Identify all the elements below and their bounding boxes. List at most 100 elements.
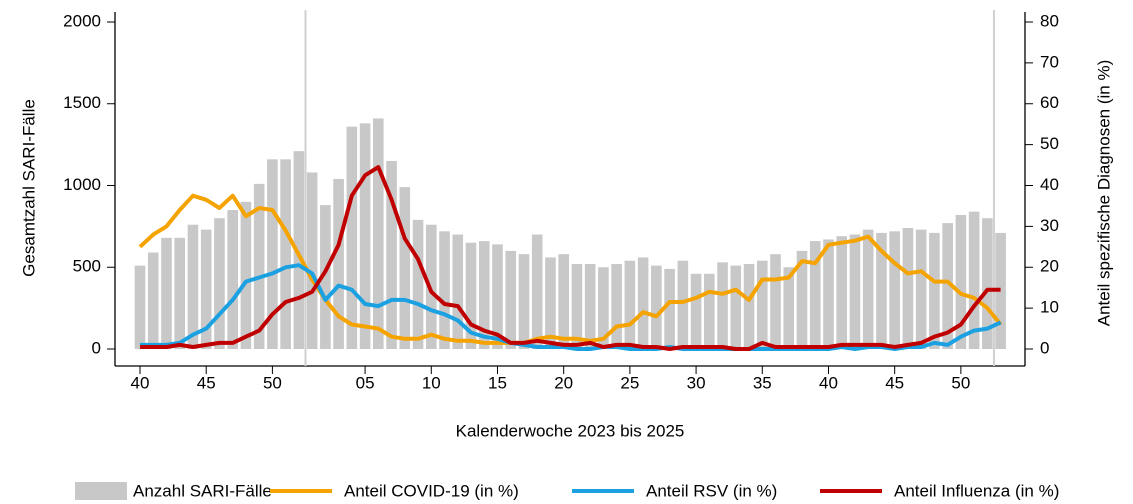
x-tick-label: 50	[263, 373, 282, 392]
legend-label: Anteil COVID-19 (in %)	[344, 481, 519, 500]
bar	[359, 123, 371, 350]
bar	[333, 178, 344, 349]
bar	[849, 234, 861, 349]
bar	[704, 273, 715, 349]
x-tick-label: 10	[422, 373, 441, 392]
bar	[783, 267, 795, 349]
y2-axis-title: Anteil spezifische Diagnosen (in %)	[1094, 60, 1113, 326]
bar	[598, 267, 609, 349]
bar	[161, 237, 172, 349]
x-tick-label: 15	[488, 373, 507, 392]
legend-label: Anteil RSV (in %)	[646, 481, 777, 500]
x-tick-label: 45	[197, 373, 216, 392]
bar	[134, 265, 146, 349]
bar	[214, 218, 225, 349]
bar	[412, 219, 424, 349]
bar	[293, 151, 305, 349]
x-tick-label: 40	[131, 373, 150, 392]
bar	[929, 232, 940, 349]
bar	[651, 265, 662, 349]
legend-swatch	[75, 482, 127, 500]
x-tick-label: 40	[819, 373, 838, 392]
bar	[465, 242, 477, 349]
bar	[584, 263, 596, 349]
bar	[571, 263, 583, 349]
bar	[227, 210, 238, 349]
y2-tick-label: 0	[1040, 338, 1049, 357]
bar	[690, 273, 702, 349]
y-tick-label: 2000	[63, 11, 101, 30]
bar	[823, 239, 834, 349]
bar	[320, 205, 331, 349]
bar	[942, 223, 953, 349]
bar	[677, 260, 689, 349]
bar	[915, 229, 927, 349]
bar	[386, 160, 397, 349]
bar	[280, 159, 291, 349]
bar	[664, 268, 675, 349]
bar	[267, 159, 278, 349]
bar	[174, 237, 186, 349]
bar	[558, 254, 569, 349]
bar	[492, 244, 503, 349]
y-tick-label: 1000	[63, 175, 101, 194]
bar	[730, 265, 742, 349]
bar	[147, 252, 159, 349]
line-series	[138, 193, 1003, 345]
bar	[624, 260, 636, 349]
bar	[505, 250, 517, 349]
bar	[770, 254, 781, 349]
bar	[876, 232, 887, 349]
x-axis-title: Kalenderwoche 2023 bis 2025	[456, 421, 685, 440]
legend-label: Anteil Influenza (in %)	[894, 481, 1059, 500]
bar	[809, 241, 821, 349]
x-tick-label: 35	[753, 373, 772, 392]
bar	[756, 260, 768, 349]
line-series	[140, 165, 1001, 351]
bar	[518, 254, 530, 349]
y-axis-title: Gesamtzahl SARI-Fälle	[19, 99, 38, 277]
y-tick-label: 500	[73, 257, 101, 276]
bar	[796, 250, 808, 349]
bar	[346, 126, 358, 349]
bar	[637, 257, 649, 349]
bar	[955, 214, 967, 349]
y2-tick-label: 10	[1040, 298, 1059, 317]
bar	[717, 262, 728, 349]
bar	[187, 224, 199, 349]
y-tick-label: 0	[92, 338, 101, 357]
x-tick-label: 05	[356, 373, 375, 392]
y2-tick-label: 20	[1040, 257, 1059, 276]
x-tick-label: 30	[687, 373, 706, 392]
bar	[968, 211, 980, 349]
bar	[902, 228, 914, 349]
bar	[373, 118, 384, 349]
bar	[253, 183, 265, 349]
y-tick-label: 1500	[63, 93, 101, 112]
bar	[306, 172, 318, 349]
bar	[611, 263, 622, 349]
bar	[862, 229, 874, 349]
bar	[240, 201, 252, 349]
y2-tick-label: 30	[1040, 216, 1059, 235]
bar	[836, 236, 848, 349]
x-tick-label: 25	[620, 373, 639, 392]
x-tick-label: 50	[951, 373, 970, 392]
y2-tick-label: 40	[1040, 175, 1059, 194]
bar	[452, 234, 464, 349]
x-tick-label: 45	[885, 373, 904, 392]
y2-tick-label: 60	[1040, 93, 1059, 112]
x-tick-label: 20	[554, 373, 573, 392]
y2-tick-label: 70	[1040, 52, 1059, 71]
bar	[478, 241, 490, 349]
bar	[545, 257, 556, 349]
bar	[531, 234, 543, 349]
bar	[982, 218, 993, 349]
y2-tick-label: 50	[1040, 134, 1059, 153]
bar	[743, 263, 755, 349]
bar	[399, 187, 411, 349]
bar	[200, 229, 212, 349]
bar	[439, 231, 450, 349]
bar	[889, 231, 900, 349]
